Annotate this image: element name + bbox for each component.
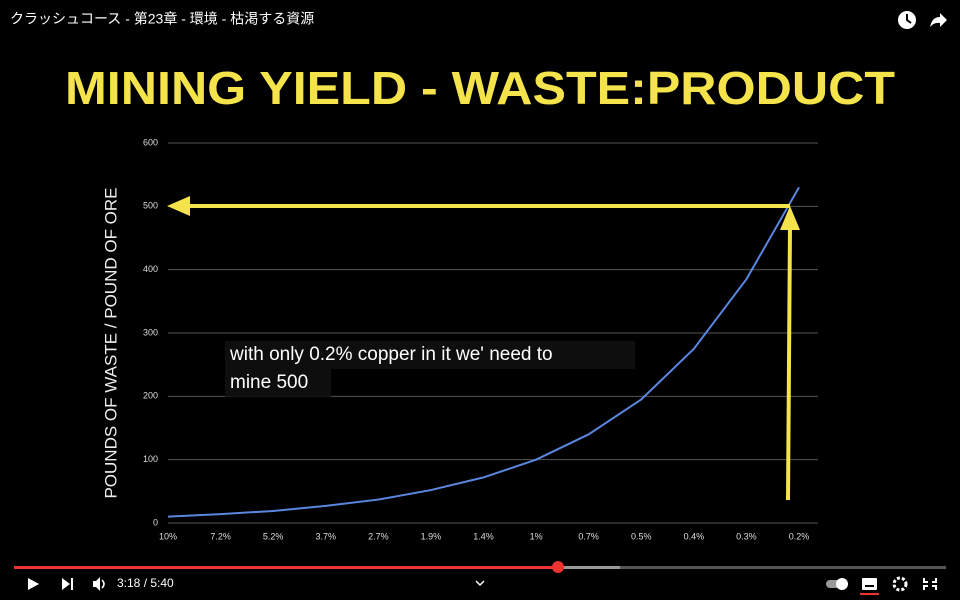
x-tick-label: 5.2% (263, 531, 284, 541)
x-tick-label: 10% (159, 531, 177, 541)
chart-title: MINING YIELD - WASTE:PRODUCT (65, 62, 895, 114)
caption-background (225, 341, 635, 369)
fullscreen-button[interactable] (923, 578, 937, 590)
x-tick-label: 7.2% (210, 531, 231, 541)
play-button[interactable] (28, 578, 39, 590)
x-tick-label: 0.2% (789, 531, 810, 541)
caption-line: mine 500 (230, 372, 308, 393)
x-tick-label: 0.3% (736, 531, 757, 541)
video-title: クラッシュコース - 第23章 - 環境 - 枯渇する資源 (10, 11, 314, 27)
time-display: 3:18 / 5:40 (117, 576, 174, 590)
y-tick-label: 500 (143, 201, 158, 211)
x-tick-label: 1.9% (421, 531, 442, 541)
data-line (167, 186, 800, 518)
x-tick-label: 3.7% (315, 531, 336, 541)
next-button[interactable] (62, 578, 73, 590)
x-tick-label: 0.7% (578, 531, 599, 541)
y-tick-label: 300 (143, 327, 158, 337)
x-tick-label: 1% (530, 531, 543, 541)
annotation-arrows (167, 196, 800, 501)
autoplay-toggle[interactable] (826, 578, 848, 590)
x-tick-label: 0.4% (684, 531, 705, 541)
chapter-chevron[interactable] (475, 580, 485, 587)
x-tick-label: 0.5% (631, 531, 652, 541)
progress-bar[interactable] (14, 561, 946, 573)
caption-background (225, 369, 331, 397)
watch-later-button[interactable] (898, 11, 916, 29)
x-tick-label: 2.7% (368, 531, 389, 541)
y-tick-label: 200 (143, 391, 158, 401)
y-tick-label: 100 (143, 454, 158, 464)
y-axis-label: POUNDS OF WASTE / POUND OF ORE (101, 187, 120, 498)
caption-line: with only 0.2% copper in it we' need to (229, 344, 553, 365)
y-tick-label: 400 (143, 264, 158, 274)
subtitles-button[interactable] (860, 578, 879, 595)
share-button[interactable] (930, 13, 947, 27)
volume-button[interactable] (93, 577, 105, 591)
settings-button[interactable] (892, 576, 908, 592)
x-tick-label: 1.4% (473, 531, 494, 541)
y-tick-label: 600 (143, 137, 158, 147)
y-tick-label: 0 (153, 517, 158, 527)
